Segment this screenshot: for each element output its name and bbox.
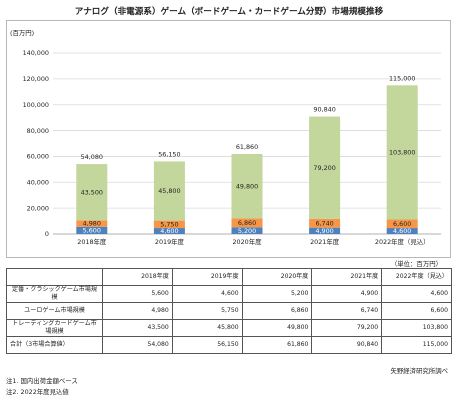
data-label-trading: 49,800 (236, 182, 258, 190)
data-label-classic: 4,600 (160, 227, 178, 235)
data-label-classic: 5,200 (238, 227, 256, 235)
y-tick-label: 80,000 (27, 127, 49, 135)
unit-note: （単位：百万円） (390, 260, 442, 268)
table-header: 2021年度 (311, 268, 383, 286)
table-row: 合計（3市場合算値） 54,080 56,150 61,860 90,840 1… (6, 336, 452, 354)
table-header (6, 268, 103, 286)
data-label-trading: 103,800 (389, 149, 415, 157)
bar-classic (153, 228, 185, 234)
data-label-classic: 5,600 (83, 227, 101, 235)
table-cell: 4,600 (171, 285, 243, 303)
bar-trading (153, 161, 185, 221)
bar-eurogame (76, 220, 108, 227)
x-tick-label: 2020年度 (232, 237, 262, 246)
y-tick-label: 120,000 (23, 75, 49, 83)
bar-classic (386, 228, 418, 234)
data-label-eurogame: 4,980 (83, 220, 101, 228)
y-tick-label: 40,000 (27, 178, 49, 186)
bar-classic (309, 227, 341, 234)
x-axis-ticks: 2018年度 2019年度 2020年度 2021年度 2022年度（見込） (77, 237, 429, 246)
row-label: トレーディングカードゲーム市場規模 (6, 319, 103, 337)
table-row: ユーロゲーム市場規模 4,980 5,750 6,860 6,740 6,600 (6, 302, 452, 320)
table-cell: 49,800 (241, 319, 313, 337)
y-tick-label: 140,000 (23, 49, 49, 57)
data-table: 2018年度 2019年度 2020年度 2021年度 2022年度（見込） 定… (6, 268, 452, 354)
bar-trading (309, 116, 341, 219)
table-cell: 6,600 (381, 302, 452, 320)
stacked-bar-chart: 0 20,000 40,000 60,000 80,000 100,000 120,000 1… (10, 29, 441, 246)
data-label-eurogame: 6,860 (238, 219, 256, 227)
table-cell: 54,080 (102, 336, 173, 354)
footnote: 注1. 国内出荷金額ベース (6, 377, 78, 385)
table-cell: 61,860 (241, 336, 313, 354)
total-label: 54,080 (81, 153, 103, 161)
x-tick-label: 2021年度 (310, 237, 340, 246)
chart-frame: 0 20,000 40,000 60,000 80,000 100,000 120,000 1… (6, 20, 451, 258)
x-tick-label: 2019年度 (155, 237, 185, 246)
row-label: 合計（3市場合算値） (6, 336, 103, 354)
y-tick-label: 0 (45, 230, 49, 238)
data-label-trading: 45,800 (158, 187, 180, 195)
page-title: アナログ（非電源系）ゲーム（ボードゲーム・カードゲーム分野）市場規模推移 (74, 7, 384, 17)
data-label-eurogame: 5,750 (160, 221, 178, 229)
data-label-trading: 79,200 (313, 164, 335, 172)
bar-trading (231, 154, 263, 219)
total-label: 115,000 (389, 74, 415, 82)
table-row: 定番・クラシックゲーム市場規模 5,600 4,600 5,200 4,900 … (6, 285, 452, 303)
table-header: 2019年度 (171, 268, 243, 286)
table-cell: 79,200 (311, 319, 383, 337)
row-label: 定番・クラシックゲーム市場規模 (6, 285, 103, 303)
data-label-eurogame: 6,740 (315, 220, 333, 228)
y-axis-ticks: 0 20,000 40,000 60,000 80,000 100,000 120,000 1… (23, 49, 49, 238)
bar-classic (231, 227, 263, 234)
table-header-row: 2018年度 2019年度 2020年度 2021年度 2022年度（見込） (6, 268, 452, 286)
total-label: 61,860 (236, 143, 258, 151)
bar-trading (386, 85, 418, 220)
table-row: トレーディングカードゲーム市場規模 43,500 45,800 49,800 7… (6, 319, 452, 337)
source-credit: 矢野経済研究所調べ (390, 367, 448, 375)
table-cell: 43,500 (102, 319, 173, 337)
table-header: 2022年度（見込） (381, 268, 452, 286)
bar-eurogame (309, 218, 341, 228)
table-cell: 45,800 (171, 319, 243, 337)
table-cell: 4,900 (311, 285, 383, 303)
y-tick-label: 100,000 (23, 101, 49, 109)
table-cell: 4,600 (381, 285, 452, 303)
data-label-classic: 4,900 (315, 227, 333, 235)
table-cell: 6,740 (311, 302, 383, 320)
table-header: 2018年度 (102, 268, 173, 286)
bars (76, 85, 418, 234)
bar-eurogame (153, 220, 185, 229)
footnote: 注2. 2022年度見込値 (6, 388, 69, 396)
table-cell: 5,200 (241, 285, 313, 303)
data-label-classic: 4,600 (393, 227, 411, 235)
table-cell: 115,000 (381, 336, 452, 354)
table-cell: 103,800 (381, 319, 452, 337)
bar-eurogame (386, 219, 418, 229)
table-cell: 5,750 (171, 302, 243, 320)
table-cell: 5,600 (102, 285, 173, 303)
y-axis-label: (百万円) (10, 29, 34, 37)
data-labels: 5,6004,98043,50054,0804,6005,75045,80056… (81, 74, 416, 235)
table-header: 2020年度 (241, 268, 313, 286)
row-label: ユーロゲーム市場規模 (6, 302, 103, 320)
table-cell: 4,980 (102, 302, 173, 320)
table-cell: 6,860 (241, 302, 313, 320)
bar-classic (76, 226, 108, 234)
table-cell: 90,840 (311, 336, 383, 354)
table-cell: 56,150 (171, 336, 243, 354)
y-tick-label: 20,000 (27, 204, 49, 212)
data-label-trading: 43,500 (81, 188, 103, 196)
x-tick-label: 2018年度 (77, 237, 107, 246)
bar-trading (76, 164, 108, 221)
x-tick-label: 2022年度（見込） (375, 237, 430, 246)
total-label: 90,840 (313, 106, 335, 114)
bar-eurogame (231, 218, 263, 228)
total-label: 56,150 (158, 150, 180, 158)
data-label-eurogame: 6,600 (393, 220, 411, 228)
y-tick-label: 60,000 (27, 153, 49, 161)
